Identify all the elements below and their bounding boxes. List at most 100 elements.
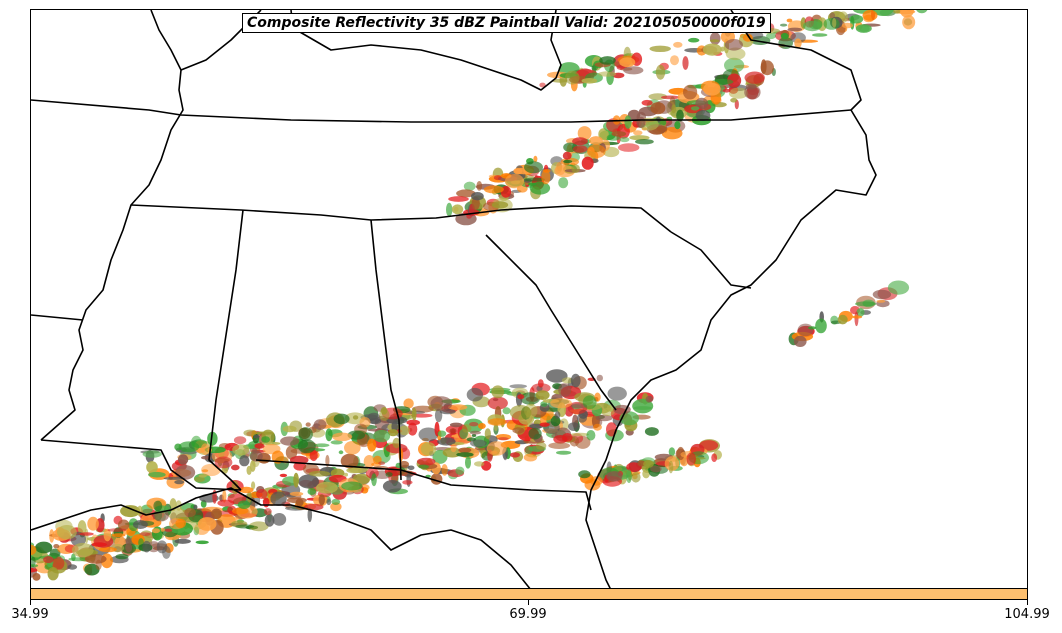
paintball-blob — [456, 189, 476, 198]
paintball-blob — [670, 55, 679, 66]
paintball-blob — [307, 488, 317, 495]
paintball-blob — [280, 436, 300, 446]
paintball-blob — [618, 143, 640, 152]
paintball-blob — [53, 544, 60, 549]
paintball-blob — [841, 22, 854, 29]
paintball-blob — [550, 398, 572, 409]
paintball-blob — [270, 491, 287, 506]
paintball-blob — [455, 466, 465, 475]
paintball-blob — [235, 524, 255, 529]
paintball-blob — [382, 480, 402, 493]
paintball-blob — [682, 56, 689, 70]
paintball-blob — [474, 461, 485, 467]
paintball-blob — [466, 387, 484, 402]
paintball-blob — [581, 78, 598, 84]
paintball-blob — [332, 432, 353, 442]
colorbar-tick — [30, 600, 31, 605]
paintball-blob — [655, 64, 666, 80]
paintball-blob — [437, 437, 456, 446]
paintball-blob — [509, 384, 527, 389]
paintball-blob — [437, 430, 447, 437]
paintball-blob — [256, 489, 268, 499]
paintball-blob — [703, 82, 721, 96]
paintball-blob — [902, 15, 916, 30]
paintball-blob — [641, 99, 653, 106]
paintball-blob — [686, 452, 696, 466]
paintball-blob — [456, 452, 474, 457]
paintball-blob — [297, 439, 316, 454]
paintball-blob — [449, 422, 463, 428]
paintball-blob — [484, 428, 491, 440]
paintball-blob — [91, 542, 107, 547]
paintball-blob — [635, 139, 654, 145]
paintball-blob — [293, 462, 307, 471]
paintball-blob — [295, 498, 304, 507]
al-ga-border — [370, 219, 402, 481]
paintball-blob — [164, 528, 173, 532]
paintball-blob — [250, 450, 263, 462]
paintball-blob — [497, 437, 509, 441]
paintball-blob — [553, 435, 568, 444]
paintball-blob — [197, 517, 217, 531]
paintball-blob — [572, 145, 588, 153]
paintball-blob — [709, 32, 721, 45]
paintball-blob — [175, 518, 186, 529]
gulf-coast — [31, 487, 531, 588]
paintball-blob — [151, 528, 160, 534]
paintball-blob — [340, 453, 359, 469]
paintball-blob — [79, 532, 94, 536]
paintball-blob — [52, 556, 65, 570]
paintball-blob — [643, 460, 654, 468]
paintball-blob — [661, 95, 680, 100]
paintball-blob — [812, 33, 828, 37]
paintball-blob — [289, 491, 304, 496]
colorbar — [30, 588, 1028, 600]
paintball-blob — [463, 181, 476, 191]
paintball-blob — [450, 443, 457, 453]
paintball-blob — [562, 151, 572, 160]
paintball-blob — [107, 528, 127, 532]
paintball-blob — [668, 447, 676, 457]
paintball-blob — [512, 427, 525, 434]
colorbar-tick-label: 69.99 — [509, 607, 547, 622]
paintball-blob — [503, 451, 508, 461]
paintball-blob — [565, 70, 580, 85]
paintball-blob — [744, 71, 765, 84]
paintball-blob — [876, 299, 886, 303]
paintball-blob — [510, 452, 520, 458]
paintball-blob — [330, 440, 343, 445]
paintball-blob — [35, 541, 53, 554]
paintball-blob — [282, 425, 297, 433]
paintball-blob — [142, 540, 152, 553]
paintball-blob — [486, 441, 507, 456]
paintball-blob — [379, 408, 390, 421]
paintball-blob — [344, 472, 348, 477]
paintball-blob — [239, 486, 254, 494]
paintball-blob — [513, 168, 523, 175]
paintball-blob — [117, 519, 130, 531]
paintball-blob — [448, 196, 469, 202]
paintball-blob — [711, 453, 718, 463]
paintball-blob — [572, 137, 588, 146]
paintball-blob — [642, 469, 650, 479]
colorbar-tick — [528, 600, 529, 605]
paintball-blob — [49, 548, 61, 558]
paintball-blob — [57, 525, 77, 540]
paintball-blob — [211, 508, 222, 520]
paintball-blob — [471, 192, 484, 201]
paintball-blob — [344, 441, 361, 455]
paintball-blob — [709, 39, 720, 43]
paintball-blob — [787, 27, 803, 32]
paintball-blob — [858, 25, 870, 32]
colorbar-tick — [1027, 600, 1028, 605]
paintball-blob — [193, 504, 198, 510]
paintball-blob — [148, 471, 166, 478]
paintball-blob — [887, 280, 910, 295]
paintball-blob — [872, 10, 894, 16]
paintball-blob — [254, 443, 265, 449]
paintball-blob — [529, 181, 551, 195]
paintball-blob — [803, 20, 822, 32]
paintball-blob — [541, 169, 551, 185]
paintball-blob — [67, 564, 78, 570]
paintball-blob — [668, 460, 674, 474]
